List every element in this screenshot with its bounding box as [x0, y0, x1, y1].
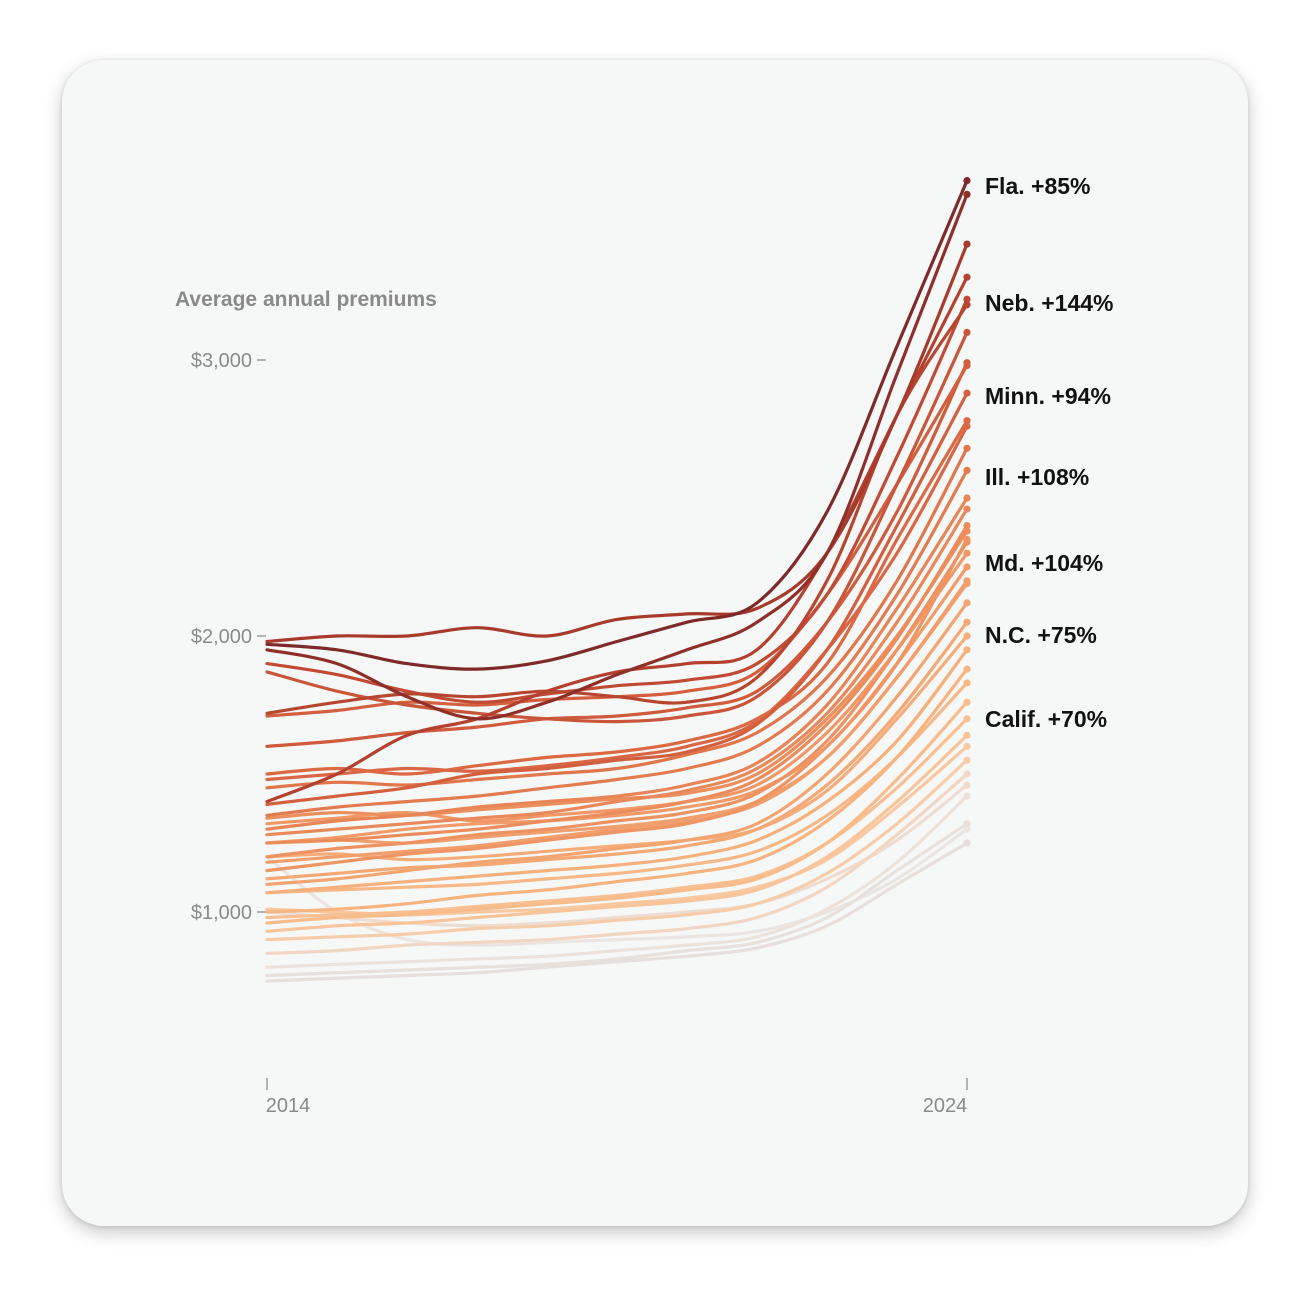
series-line	[265, 551, 969, 826]
series-end-dot	[963, 549, 971, 557]
series-end-dot	[963, 389, 971, 397]
x-tick-label-start: 2014	[266, 1095, 311, 1117]
series-line	[265, 579, 969, 864]
series-end-dot	[963, 742, 971, 751]
series-end-dot	[963, 273, 971, 281]
series-line	[265, 363, 969, 718]
series-line	[265, 424, 969, 782]
series-end-dot	[963, 679, 971, 687]
series-end-dot	[963, 538, 971, 546]
series-end-dot	[963, 792, 971, 800]
series-line	[265, 507, 969, 837]
chart-card: Average annual premiums $1,000 $2,000 $3,0…	[62, 60, 1248, 1226]
y-tick-label: $2,000	[191, 626, 252, 648]
series-end-dot	[963, 422, 971, 430]
series-line	[265, 540, 969, 859]
x-axis: 2014 2024	[266, 1078, 968, 1117]
y-axis: $1,000 $2,000 $3,000	[191, 350, 266, 924]
series-end-dot	[963, 177, 971, 185]
series-end-dot	[963, 646, 971, 654]
series-line	[265, 361, 969, 748]
series-lines	[265, 179, 969, 983]
end-label: Fla. +85%	[985, 173, 1090, 199]
series-end-dot	[963, 770, 971, 778]
end-label: N.C. +75%	[985, 622, 1097, 648]
series-line	[265, 717, 969, 920]
series-end-dot	[963, 494, 971, 502]
series-end-dot	[963, 715, 971, 723]
series-end-dot	[963, 839, 971, 847]
series-line	[265, 783, 969, 928]
series-line	[265, 391, 969, 806]
series-end-dot	[963, 781, 971, 789]
series-end-dot	[963, 756, 971, 764]
line-chart: Average annual premiums $1,000 $2,000 $3,0…	[175, 173, 1114, 1117]
series-line	[265, 667, 969, 914]
series-line	[265, 524, 969, 845]
series-line	[265, 242, 969, 644]
series-end-dot	[963, 599, 971, 607]
series-end-dot	[963, 527, 971, 535]
series-end-dot	[963, 820, 971, 828]
series-line	[265, 648, 969, 895]
series-line	[265, 303, 969, 715]
series-line	[265, 496, 969, 831]
x-tick-label-end: 2024	[923, 1095, 968, 1117]
series-line	[265, 537, 969, 873]
series-line	[265, 179, 969, 671]
series-end-dot	[963, 328, 971, 336]
series-line	[265, 446, 969, 790]
end-label: Md. +104%	[985, 550, 1103, 576]
series-line	[265, 772, 969, 955]
series-end-dot	[963, 444, 971, 452]
series-end-dot	[963, 417, 971, 425]
series-end-dot	[963, 505, 971, 513]
series-line	[265, 681, 969, 895]
series-end-dots	[963, 177, 971, 847]
series-line	[265, 841, 969, 983]
y-tick-label: $1,000	[191, 902, 252, 924]
series-line	[265, 330, 969, 724]
series-end-dot	[963, 698, 971, 706]
series-line	[265, 794, 969, 969]
series-end-dot	[963, 618, 971, 626]
series-line	[265, 758, 969, 942]
end-label: Minn. +94%	[985, 383, 1111, 409]
series-line	[265, 620, 969, 881]
end-label: Neb. +144%	[985, 290, 1114, 316]
y-tick-label: $3,000	[191, 350, 252, 372]
series-end-dot	[963, 731, 971, 739]
series-end-dot	[963, 466, 971, 474]
series-end-dot	[963, 361, 971, 370]
series-end-dot	[963, 825, 971, 833]
series-line	[265, 192, 969, 721]
series-end-dot	[963, 665, 971, 673]
chart-title: Average annual premiums	[175, 288, 437, 311]
series-line	[265, 700, 969, 925]
series-end-dot	[963, 240, 971, 248]
end-label: Calif. +70%	[985, 706, 1107, 732]
series-end-dot	[963, 563, 971, 571]
series-end-dot	[963, 190, 971, 198]
series-line	[265, 634, 969, 862]
series-line	[265, 419, 969, 776]
series-line	[265, 297, 969, 704]
series-line	[265, 601, 969, 886]
series-end-dot	[963, 632, 971, 640]
series-line	[265, 822, 969, 978]
series-end-dot	[963, 522, 971, 530]
series-line	[265, 733, 969, 933]
end-labels: Fla. +85% Neb. +144% Minn. +94% Ill. +108% M…	[985, 173, 1114, 732]
series-end-dot	[963, 577, 971, 585]
end-label: Ill. +108%	[985, 464, 1089, 490]
series-end-dot	[963, 295, 971, 303]
series-end-dot	[963, 301, 971, 309]
series-line	[265, 468, 969, 817]
